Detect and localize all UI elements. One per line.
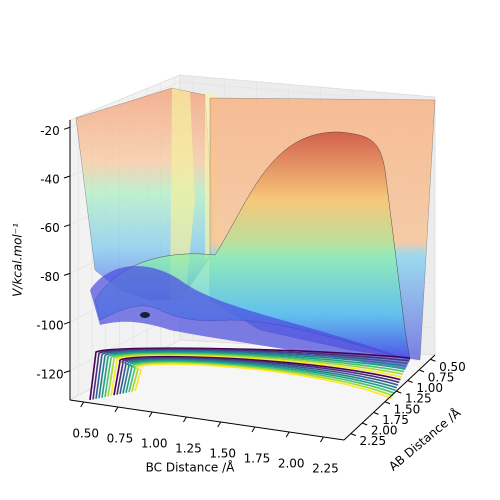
y-tick-label: 2.25 [359, 434, 386, 448]
contour-line [95, 349, 408, 399]
x-tick [80, 401, 85, 408]
x-tick-label: 1.00 [141, 437, 168, 451]
y-tick [396, 390, 402, 394]
y-tick-label: 0.75 [428, 370, 455, 384]
contour-line [113, 355, 401, 396]
y-axis [343, 354, 436, 441]
z-tick [63, 272, 71, 276]
z-tick-label: -40 [40, 173, 60, 187]
x-tick [285, 431, 290, 438]
z-tick [63, 224, 71, 228]
x-tick-label: 0.50 [72, 427, 99, 441]
z-tick-label: -80 [40, 270, 60, 284]
x-tick [217, 421, 222, 428]
z-tick-label: -20 [40, 124, 60, 138]
y-tick-label: 1.25 [405, 392, 432, 406]
z-tick-label: -60 [40, 221, 60, 235]
z-tick [63, 175, 71, 179]
x-tick-label: 1.75 [244, 452, 271, 466]
contour-line [104, 352, 405, 398]
y-tick-label: 1.50 [394, 402, 421, 416]
x-tick [320, 436, 324, 443]
x-tick [251, 426, 256, 433]
contour-line [110, 354, 402, 396]
y-tick [407, 380, 413, 383]
contour-line [116, 356, 400, 395]
y-tick-label: 0.50 [439, 360, 466, 374]
surface-peak [170, 88, 195, 300]
surface-valley [90, 266, 410, 370]
y-tick-label: 1.00 [416, 381, 443, 395]
contour-line [131, 362, 394, 397]
y-tick-label: 2.00 [371, 424, 398, 438]
x-tick-label: 2.00 [278, 457, 305, 471]
z-tick-label: -100 [36, 319, 63, 333]
y-tick [384, 401, 391, 405]
y-tick-label: 1.75 [382, 413, 409, 427]
y-tick [373, 411, 379, 415]
x-tick [148, 411, 153, 418]
surface [75, 87, 436, 370]
x-axis [69, 399, 345, 441]
x-tick-label: 2.25 [312, 462, 339, 476]
contour-line [98, 350, 407, 399]
contour-line [92, 348, 409, 400]
z-tick-label: -120 [36, 367, 63, 381]
y-tick [418, 369, 425, 373]
x-tick-label: 1.50 [209, 447, 236, 461]
z-tick [63, 126, 71, 130]
y-tick [362, 422, 368, 426]
contour-line [107, 353, 403, 397]
contour-line [119, 357, 399, 395]
contour-line [134, 363, 393, 400]
x-tick [183, 416, 187, 423]
x-axis-label: BC Distance /Å [146, 460, 236, 475]
marker [140, 312, 150, 318]
z-tick [63, 370, 71, 374]
x-tick-label: 0.75 [107, 432, 134, 446]
contour-line [101, 351, 406, 398]
contour-line [89, 347, 411, 401]
x-tick [114, 406, 119, 413]
y-tick [350, 433, 357, 437]
contour-line [128, 361, 395, 394]
z-tick [63, 321, 71, 325]
x-tick-label: 1.25 [175, 442, 202, 456]
z-axis-label: V/kcal.mol⁻¹ [11, 223, 25, 297]
contour-line [122, 359, 398, 394]
y-tick [430, 358, 436, 362]
contour-line [125, 360, 396, 393]
contours [89, 347, 411, 401]
axes [69, 120, 436, 441]
